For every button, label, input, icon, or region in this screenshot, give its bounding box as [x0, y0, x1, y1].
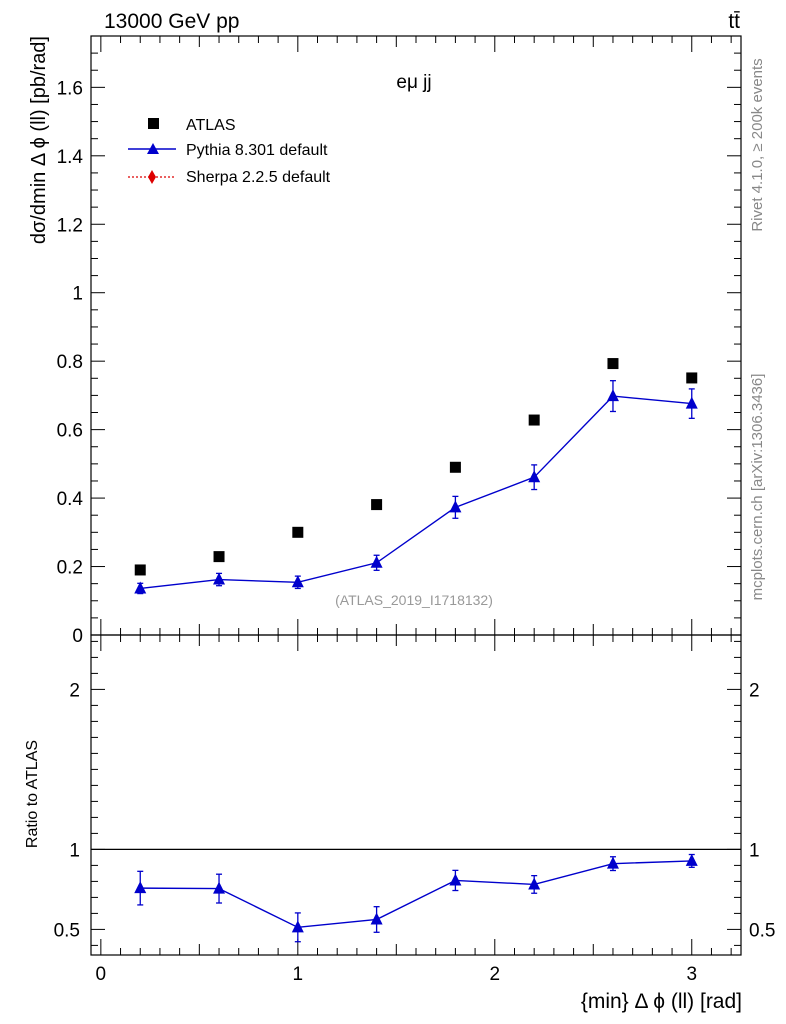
atlas-point — [134, 564, 146, 576]
pythia-line — [140, 395, 692, 590]
rivet-version-label: Rivet 4.1.0, ≥ 200k events — [749, 58, 766, 231]
main-x-axis-ticks — [100, 36, 732, 635]
ratio-pythia-point — [370, 912, 383, 925]
legend-sherpa-marker — [148, 170, 156, 184]
x-tick-label: 3 — [686, 964, 697, 985]
x-tick-label: 1 — [293, 964, 304, 985]
atlas-point — [292, 526, 304, 538]
process-label: tt̄ — [728, 10, 740, 33]
atlas-point — [449, 461, 461, 473]
atlas-point — [686, 372, 698, 384]
main-y-tick-label: 0.6 — [57, 421, 83, 442]
analysis-tag: (ATLAS_2019_I1718132) — [335, 592, 493, 608]
main-y-tick-label: 0.2 — [57, 558, 83, 579]
ratio-pythia-point — [528, 877, 541, 890]
ratio-x-axis: 0 1 2 3 — [96, 635, 732, 985]
ratio-pythia-point — [291, 920, 304, 933]
main-series-layer — [134, 358, 698, 595]
main-y-tick-label: 1.6 — [57, 78, 83, 99]
main-y-tick-label: 0 — [72, 626, 83, 647]
pythia-point — [291, 575, 304, 588]
ratio-y-tick-label-right: 2 — [749, 680, 760, 701]
ratio-y-tick-label-left: 1 — [69, 840, 80, 861]
ratio-y-tick-label-left: 0.5 — [54, 920, 80, 941]
atlas-point — [213, 551, 225, 563]
ratio-pythia-point — [213, 881, 226, 894]
legend: ATLAS Pythia 8.301 default Sherpa 2.2.5 … — [128, 117, 331, 186]
legend-pythia-label: Pythia 8.301 default — [186, 142, 328, 159]
ratio-panel: 0.5 0.5 1 1 2 2 0 1 2 3 Ratio to ATLAS — [24, 634, 775, 985]
main-y-tick-label: 1.2 — [57, 215, 83, 236]
energy-label: 13000 GeV pp — [104, 10, 239, 33]
ratio-pythia-point — [449, 873, 462, 886]
atlas-point — [607, 358, 619, 370]
main-panel-title: eμ jj — [396, 72, 431, 93]
ratio-y-tick-label-right: 0.5 — [749, 920, 775, 941]
legend-atlas-marker — [148, 118, 159, 129]
ratio-pythia-point — [606, 856, 619, 869]
ratio-y-axis-label: Ratio to ATLAS — [24, 740, 41, 848]
ratio-y-tick-label-left: 2 — [69, 680, 80, 701]
mcplots-reference-label: mcplots.cern.ch [arXiv:1306.3436] — [749, 374, 766, 601]
x-tick-label: 0 — [96, 964, 107, 985]
ratio-series-layer — [134, 853, 698, 943]
legend-sherpa-label: Sherpa 2.2.5 default — [186, 169, 331, 186]
x-axis-label: {min} Δ ϕ (ll) [rad] — [581, 990, 742, 1013]
pythia-point — [606, 389, 619, 402]
main-y-axis: 0 0.2 0.4 0.6 0.8 1 1.2 1.4 1.6 — [57, 35, 741, 647]
pythia-point — [685, 396, 698, 409]
atlas-point — [528, 414, 540, 426]
main-y-tick-label: 0.4 — [57, 489, 84, 510]
ratio-pythia-point — [134, 881, 147, 894]
pythia-point — [370, 555, 383, 568]
main-y-axis-label: dσ/dmin Δ ϕ (ll) [pb/rad] — [28, 36, 50, 244]
main-y-tick-label: 1 — [72, 284, 83, 305]
x-tick-label: 2 — [489, 964, 500, 985]
legend-atlas-label: ATLAS — [186, 117, 236, 134]
main-panel: 0 0.2 0.4 0.6 0.8 1 1.2 1.4 1.6 dσ/dmin Δ ϕ (ll)… — [28, 35, 742, 647]
main-y-tick-label: 1.4 — [57, 147, 84, 168]
ratio-y-tick-label-right: 1 — [749, 840, 760, 861]
ratio-plot-frame — [90, 634, 742, 956]
pythia-point — [449, 500, 462, 513]
pythia-point — [528, 470, 541, 483]
main-y-tick-label: 0.8 — [57, 352, 83, 373]
legend-pythia-marker — [147, 143, 159, 154]
ratio-pythia-line — [140, 860, 692, 929]
ratio-pythia-point — [685, 853, 698, 866]
ratio-y-axis: 0.5 0.5 1 1 2 2 — [54, 640, 775, 946]
pythia-point — [213, 572, 226, 585]
pythia-point — [134, 581, 147, 594]
atlas-point — [371, 499, 383, 511]
